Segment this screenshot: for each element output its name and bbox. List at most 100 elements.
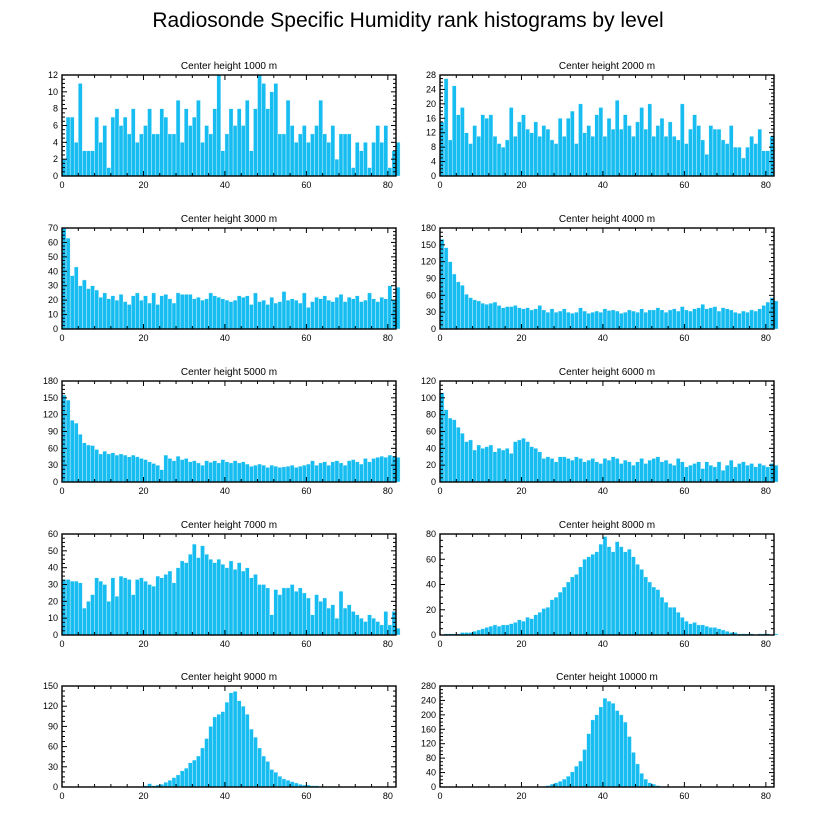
histogram-bar (627, 125, 632, 177)
x-tick-label: 0 (59, 486, 64, 496)
histogram-bar (610, 128, 616, 177)
histogram-bar (314, 125, 319, 177)
y-tick-label: 0 (53, 477, 58, 487)
y-tick-label: 80 (426, 753, 436, 763)
histogram-bar (582, 132, 587, 177)
histogram-bar (716, 128, 722, 177)
histogram-bar (224, 701, 230, 788)
histogram-bar (212, 108, 217, 177)
histogram-bar (553, 596, 559, 636)
histogram-bar (126, 133, 132, 177)
histogram-bar (383, 125, 389, 177)
histogram-bar (741, 461, 746, 483)
histogram-bar (724, 464, 730, 483)
histogram-bar (720, 307, 726, 330)
x-tick-label: 60 (301, 486, 311, 496)
histogram-bar (688, 128, 693, 177)
histogram-bar (285, 100, 291, 177)
histogram-bar (737, 146, 742, 177)
histogram-bar (729, 309, 734, 330)
histogram-bar (183, 108, 189, 177)
histogram-bar (212, 295, 217, 330)
histogram-bar (574, 143, 579, 177)
histogram-bar (619, 313, 624, 330)
histogram-bar (232, 460, 238, 483)
x-tick-label: 40 (220, 639, 230, 649)
histogram-bar (293, 299, 299, 330)
histogram-bar (594, 551, 600, 636)
y-tick-label: 180 (43, 376, 58, 386)
histogram-bar (716, 628, 722, 636)
y-tick-label: 6 (53, 121, 58, 131)
histogram-bar (676, 310, 681, 330)
histogram-bar (452, 273, 457, 330)
histogram-bar (334, 460, 340, 483)
histogram-panel-1: Center height 1000 m 0 20 40 60 80 0 2 4 6 8 10 12 (48, 61, 401, 190)
y-tick-label: 200 (421, 710, 436, 720)
histogram-bar (236, 700, 242, 788)
histogram-bar (82, 279, 87, 330)
histogram-bar (553, 143, 559, 177)
histogram-bar (277, 133, 283, 177)
histogram-bar (614, 541, 620, 636)
x-tick-label: 40 (220, 180, 230, 190)
histogram-bar (102, 125, 108, 177)
histogram-bar (367, 292, 372, 330)
x-tick-label: 60 (679, 639, 689, 649)
histogram-bar (367, 614, 372, 636)
histogram-bar (318, 601, 323, 636)
histogram-bar (447, 261, 453, 330)
histogram-bar (688, 310, 693, 330)
histogram-bar (562, 456, 567, 483)
histogram-bar (379, 142, 384, 177)
histogram-bar (700, 304, 705, 330)
x-tick-label: 60 (679, 486, 689, 496)
histogram-bar (326, 464, 332, 483)
histogram-bar (159, 577, 165, 636)
histogram-bar (761, 150, 767, 177)
histogram-bar (212, 716, 217, 788)
histogram-bar (330, 461, 336, 483)
histogram-bar (574, 765, 579, 788)
x-tick-label: 20 (516, 639, 526, 649)
histogram-bar (265, 467, 270, 483)
histogram-bar (627, 309, 632, 330)
x-tick-label: 0 (437, 791, 442, 801)
histogram-bar (708, 125, 714, 177)
histogram-bar (635, 461, 640, 483)
histogram-bar (232, 125, 238, 177)
histogram-bar (557, 591, 563, 636)
histogram-bar (456, 281, 461, 330)
panel-title: Center height 6000 m (559, 367, 655, 378)
histogram-bar (749, 309, 754, 330)
histogram-bar (359, 301, 364, 330)
histogram-bar (232, 691, 238, 788)
histogram-bar (334, 617, 340, 636)
x-tick-label: 60 (301, 639, 311, 649)
histogram-bar (521, 620, 526, 636)
histogram-bar (314, 594, 319, 636)
histogram-bar (663, 601, 669, 636)
histogram-bar (208, 292, 213, 330)
histogram-bar (655, 307, 661, 330)
histogram-bar (566, 458, 571, 483)
histogram-bar (757, 463, 762, 483)
histogram-bar (472, 125, 477, 177)
histogram-bar (492, 451, 498, 483)
histogram-bar (541, 608, 547, 636)
histogram-bar (306, 307, 311, 330)
histogram-bar (159, 469, 165, 483)
histogram-bar (143, 295, 148, 330)
histogram-bar (196, 297, 201, 330)
histogram-bar (533, 614, 538, 636)
histogram-bar (371, 617, 376, 636)
histogram-bar (122, 116, 128, 177)
histogram-bar (281, 778, 287, 788)
histogram-bar (139, 577, 144, 636)
histogram-bar (200, 747, 205, 788)
x-tick-label: 80 (761, 180, 771, 190)
histogram-bar (496, 625, 502, 636)
histogram-bar (143, 125, 148, 177)
histogram-bar (643, 463, 648, 483)
histogram-bar (338, 591, 344, 636)
